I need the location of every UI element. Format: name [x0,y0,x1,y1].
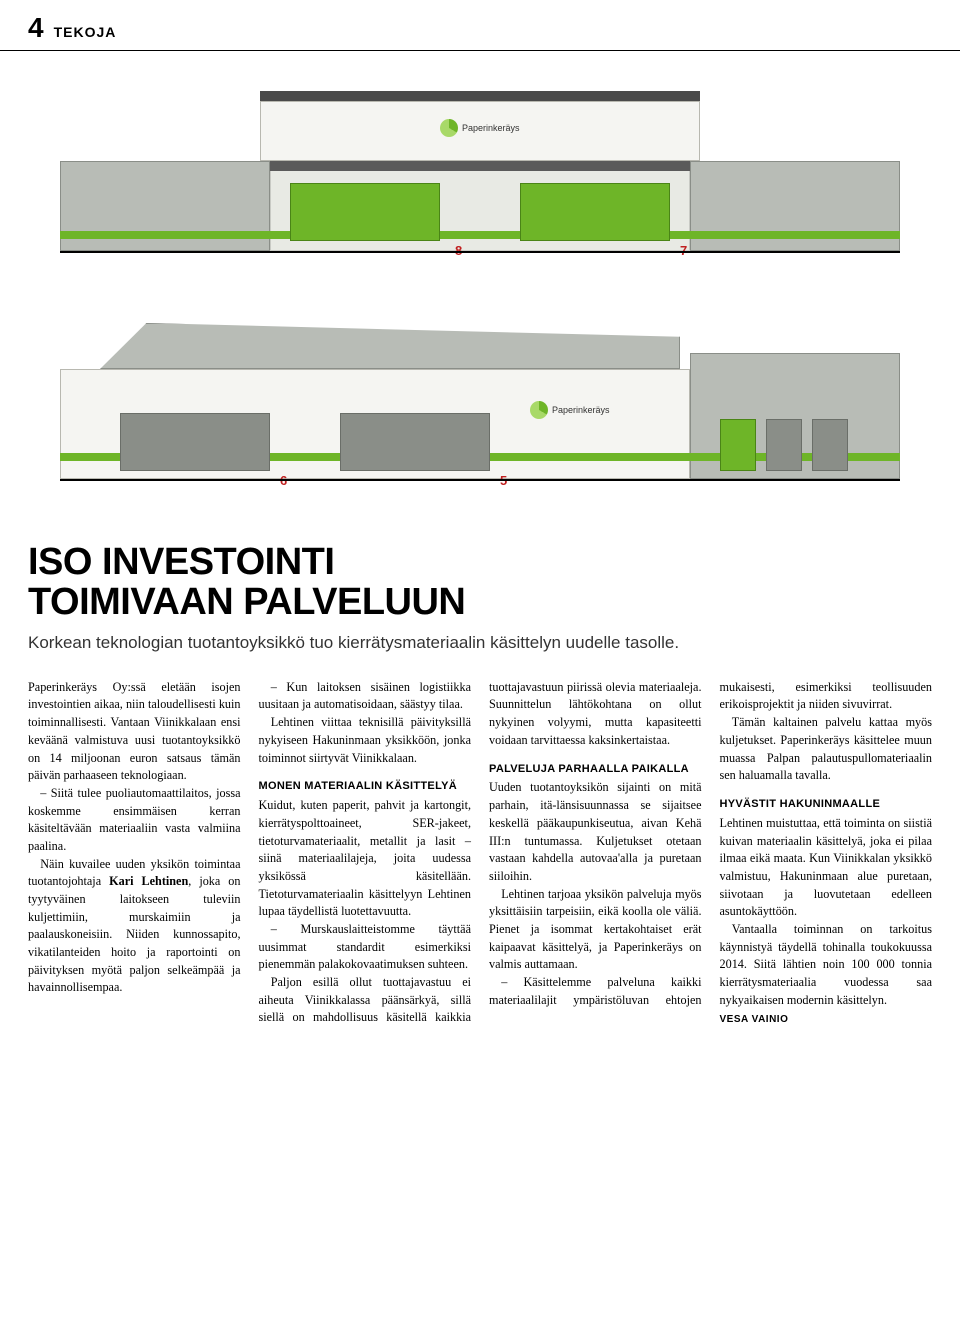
article: ISO INVESTOINTI TOIMIVAAN PALVELUUN Kork… [0,543,960,1058]
subheading: HYVÄSTIT HAKUNINMAALLE [720,797,933,813]
paragraph: Paperinkeräys Oy:ssä eletään isojen inve… [28,679,241,785]
byline: VESA VAINIO [720,1013,933,1028]
subhead: Korkean teknologian tuotantoyksikkö tuo … [28,633,932,653]
logo-swirl-icon [440,119,458,137]
page-number: 4 [28,12,44,44]
paragraph: Vantaalla toiminnan on tarkoitus käynnis… [720,921,933,1009]
building-illustration: 8 7 Paperinkeräys 6 5 Paperinkeräys [0,63,960,513]
subheading: MONEN MATERIAALIN KÄSITTELYÄ [259,779,472,795]
headline-line2: TOIMIVAAN PALVELUUN [28,581,465,623]
section-label: TEKOJA [54,24,117,40]
body-text: Paperinkeräys Oy:ssä eletään isojen inve… [28,679,932,1028]
logo-text: Paperinkeräys [462,123,520,133]
paragraph: – Murskauslaitteistomme täyttää uusimmat… [259,921,472,974]
logo-text: Paperinkeräys [552,405,610,415]
subheading: PALVELUJA PARHAALLA PAIKALLA [489,762,702,778]
page-header: 4 TEKOJA [0,0,960,51]
paragraph: – Kun laitoksen sisäinen logistiikka uus… [259,679,472,714]
company-logo: Paperinkeräys [530,401,610,419]
paragraph: Kuidut, kuten paperit, pahvit ja kartong… [259,797,472,921]
building-elevation-top: 8 7 Paperinkeräys [60,73,900,263]
logo-swirl-icon [530,401,548,419]
building-elevation-bottom: 6 5 Paperinkeräys [60,323,900,493]
person-name: Kari Lehtinen [109,874,188,888]
paragraph: Lehtinen tarjoaa yksikön palveluja myös … [489,886,702,974]
paragraph: Uuden tuotantoyksikön sijainti on mitä p… [489,779,702,885]
paragraph: Näin kuvailee uuden yksikön toimintaa tu… [28,856,241,998]
paragraph: Lehtinen muistuttaa, että toiminta on si… [720,815,933,921]
headline: ISO INVESTOINTI TOIMIVAAN PALVELUUN [28,543,932,623]
paragraph: Tämän kaltainen palvelu kattaa myös kulj… [720,714,933,785]
headline-line1: ISO INVESTOINTI [28,541,334,583]
paragraph: Lehtinen viittaa teknisillä päivityksill… [259,714,472,767]
company-logo: Paperinkeräys [440,119,520,137]
paragraph: – Siitä tulee puoliautomaattilaitos, jos… [28,785,241,856]
